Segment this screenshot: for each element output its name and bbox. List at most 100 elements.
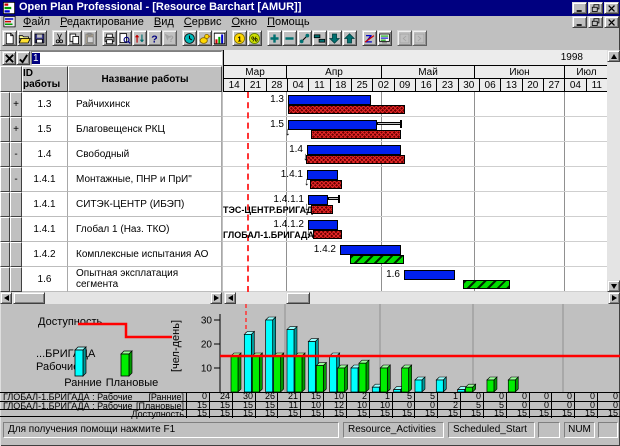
scroll-up-button[interactable] [607,50,620,62]
activity-name-cell[interactable]: Свободный [68,142,222,167]
confirm-edit-button[interactable] [16,51,30,65]
child-restore-button[interactable] [588,16,603,28]
column-header-name[interactable]: Название работы [68,66,222,92]
baseline-bar[interactable] [306,155,405,164]
early-bar[interactable] [340,245,401,255]
row-selector[interactable] [0,167,10,192]
row-selector[interactable] [0,117,10,142]
child-close-button[interactable] [604,16,619,28]
row-selector[interactable] [0,267,10,292]
activity-name-cell[interactable]: Глобал 1 (Наз. ТКО) [68,217,222,242]
activity-id-cell[interactable]: 1.5 [22,117,68,142]
document-icon[interactable] [3,16,16,28]
row-selector[interactable] [0,217,10,242]
scroll-left-button[interactable] [224,292,236,304]
expand-toggle[interactable] [10,217,22,242]
baseline-bar[interactable] [313,230,342,239]
gantt-horizontal-scrollbar[interactable] [224,292,620,304]
activity-name-cell[interactable]: Комплексные испытания АО [68,242,222,267]
next-page-button[interactable] [412,30,427,46]
percent-complete-button[interactable]: % [247,30,262,46]
activity-id-cell[interactable]: 1.3 [22,92,68,117]
baseline-bar[interactable] [288,105,405,114]
scheduled-bar[interactable] [350,255,404,264]
move-up-button[interactable] [342,30,357,46]
cost-button[interactable]: 1 [232,30,247,46]
scrollbar-thumb[interactable] [286,292,310,304]
activity-name-cell[interactable]: Райчихинск [68,92,222,117]
activity-name-cell[interactable]: Опытная эксплатация сегмента [68,267,222,292]
baseline-bar[interactable] [310,180,342,189]
help-button[interactable]: ? [147,30,162,46]
early-bar[interactable] [288,95,371,105]
new-button[interactable] [2,30,17,46]
menu-help[interactable]: Помощь [267,16,310,28]
column-header-id[interactable]: ID работы [22,66,68,92]
minimize-button[interactable] [572,2,587,14]
menu-file[interactable]: Файл [23,16,51,28]
add-activity-button[interactable] [267,30,282,46]
early-bar[interactable] [307,170,338,180]
cut-button[interactable] [52,30,67,46]
row-selector[interactable] [0,92,10,117]
menu-window[interactable]: Окно [231,16,258,28]
expand-toggle[interactable] [10,267,22,292]
row-selector[interactable] [0,142,10,167]
activity-name-cell[interactable]: СИТЭК-ЦЕНТР (ИБЭП) [68,192,222,217]
restore-button[interactable] [588,2,603,14]
sort-button[interactable] [132,30,147,46]
link-activities-button[interactable] [297,30,312,46]
early-bar[interactable] [308,195,328,205]
menu-edit[interactable]: Редактирование [60,16,144,28]
menu-service[interactable]: Сервис [183,16,222,28]
print-button[interactable] [102,30,117,46]
scroll-down-button[interactable] [607,280,620,292]
remove-activity-button[interactable] [282,30,297,46]
histogram-button[interactable] [212,30,227,46]
scroll-left-button[interactable] [0,292,12,304]
activity-id-cell[interactable]: 1.6 [22,267,68,292]
context-help-button[interactable]: ? [162,30,177,46]
row-selector[interactable] [0,242,10,267]
expand-toggle[interactable]: + [10,92,22,117]
activity-id-cell[interactable]: 1.4.1 [22,192,68,217]
early-bar[interactable] [307,145,401,155]
scroll-right-button[interactable] [608,292,620,304]
child-minimize-button[interactable] [572,16,587,28]
activity-id-cell[interactable]: 1.4 [22,142,68,167]
expand-toggle[interactable] [10,242,22,267]
activity-id-cell[interactable]: 1.4.2 [22,242,68,267]
print-preview-button[interactable] [117,30,132,46]
time-analysis-button[interactable] [182,30,197,46]
scroll-right-button[interactable] [210,292,222,304]
baseline-bar[interactable] [311,205,333,214]
baseline-bar[interactable] [311,130,401,139]
zoom-button[interactable]: Z [362,30,377,46]
activity-name-cell[interactable]: Благовещенск РКЦ [68,117,222,142]
copy-button[interactable] [67,30,82,46]
early-bar[interactable] [308,220,338,230]
resource-button[interactable] [197,30,212,46]
table-horizontal-scrollbar[interactable] [0,292,222,304]
expand-toggle[interactable]: - [10,142,22,167]
title-bar[interactable]: Open Plan Professional - [Resource Barch… [0,0,620,16]
gantt-vertical-scrollbar[interactable] [607,50,620,292]
previous-page-button[interactable] [397,30,412,46]
early-bar[interactable] [404,270,455,280]
menu-view[interactable]: Вид [153,16,174,28]
child-activity-button[interactable] [312,30,327,46]
expand-toggle[interactable]: - [10,167,22,192]
move-down-button[interactable] [327,30,342,46]
expand-toggle[interactable] [10,192,22,217]
app-icon[interactable] [3,2,15,14]
early-bar[interactable] [288,120,377,130]
expand-toggle[interactable]: + [10,117,22,142]
cancel-edit-button[interactable] [2,51,16,65]
close-button[interactable] [604,2,619,14]
view-manager-button[interactable] [377,30,392,46]
activity-id-cell[interactable]: 1.4.1 [22,217,68,242]
scrollbar-thumb[interactable] [13,292,45,304]
paste-button[interactable] [82,30,97,46]
open-button[interactable] [17,30,32,46]
edit-input[interactable]: 1 [31,51,222,65]
